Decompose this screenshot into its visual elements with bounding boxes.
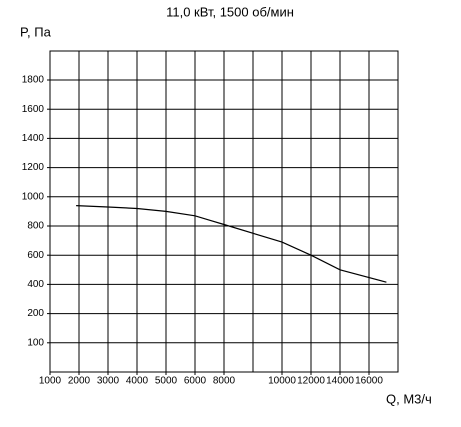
x-tick-label: 8000 [213,376,236,387]
x-axis-label: Q, M3/ч [386,391,432,406]
x-tick-label: 3000 [97,376,120,387]
y-tick-label: 200 [27,308,44,319]
x-tick-label: 6000 [184,376,207,387]
y-tick-label: 1800 [22,75,45,86]
x-tick-label: 12000 [297,376,325,387]
y-tick-label: 1000 [22,191,45,202]
line-series [76,205,387,283]
x-tick-label: 4000 [126,376,149,387]
y-tick-label: 1400 [22,133,45,144]
x-tick-label: 16000 [355,376,383,387]
y-tick-label: 1200 [22,162,45,173]
x-tick-label: 1000 [39,376,62,387]
x-tick-label: 10000 [268,376,296,387]
y-axis-label: P, Па [20,24,52,39]
y-tick-label: 600 [27,250,44,261]
chart-title: 11,0 кВт, 1500 об/мин [166,4,294,19]
x-tick-label: 2000 [68,376,91,387]
y-tick-label: 1600 [22,104,45,115]
x-tick-label: 14000 [326,376,354,387]
x-tick-label: 5000 [155,376,178,387]
y-tick-label: 800 [27,221,44,232]
y-tick-label: 100 [27,337,44,348]
y-tick-label: 400 [27,279,44,290]
